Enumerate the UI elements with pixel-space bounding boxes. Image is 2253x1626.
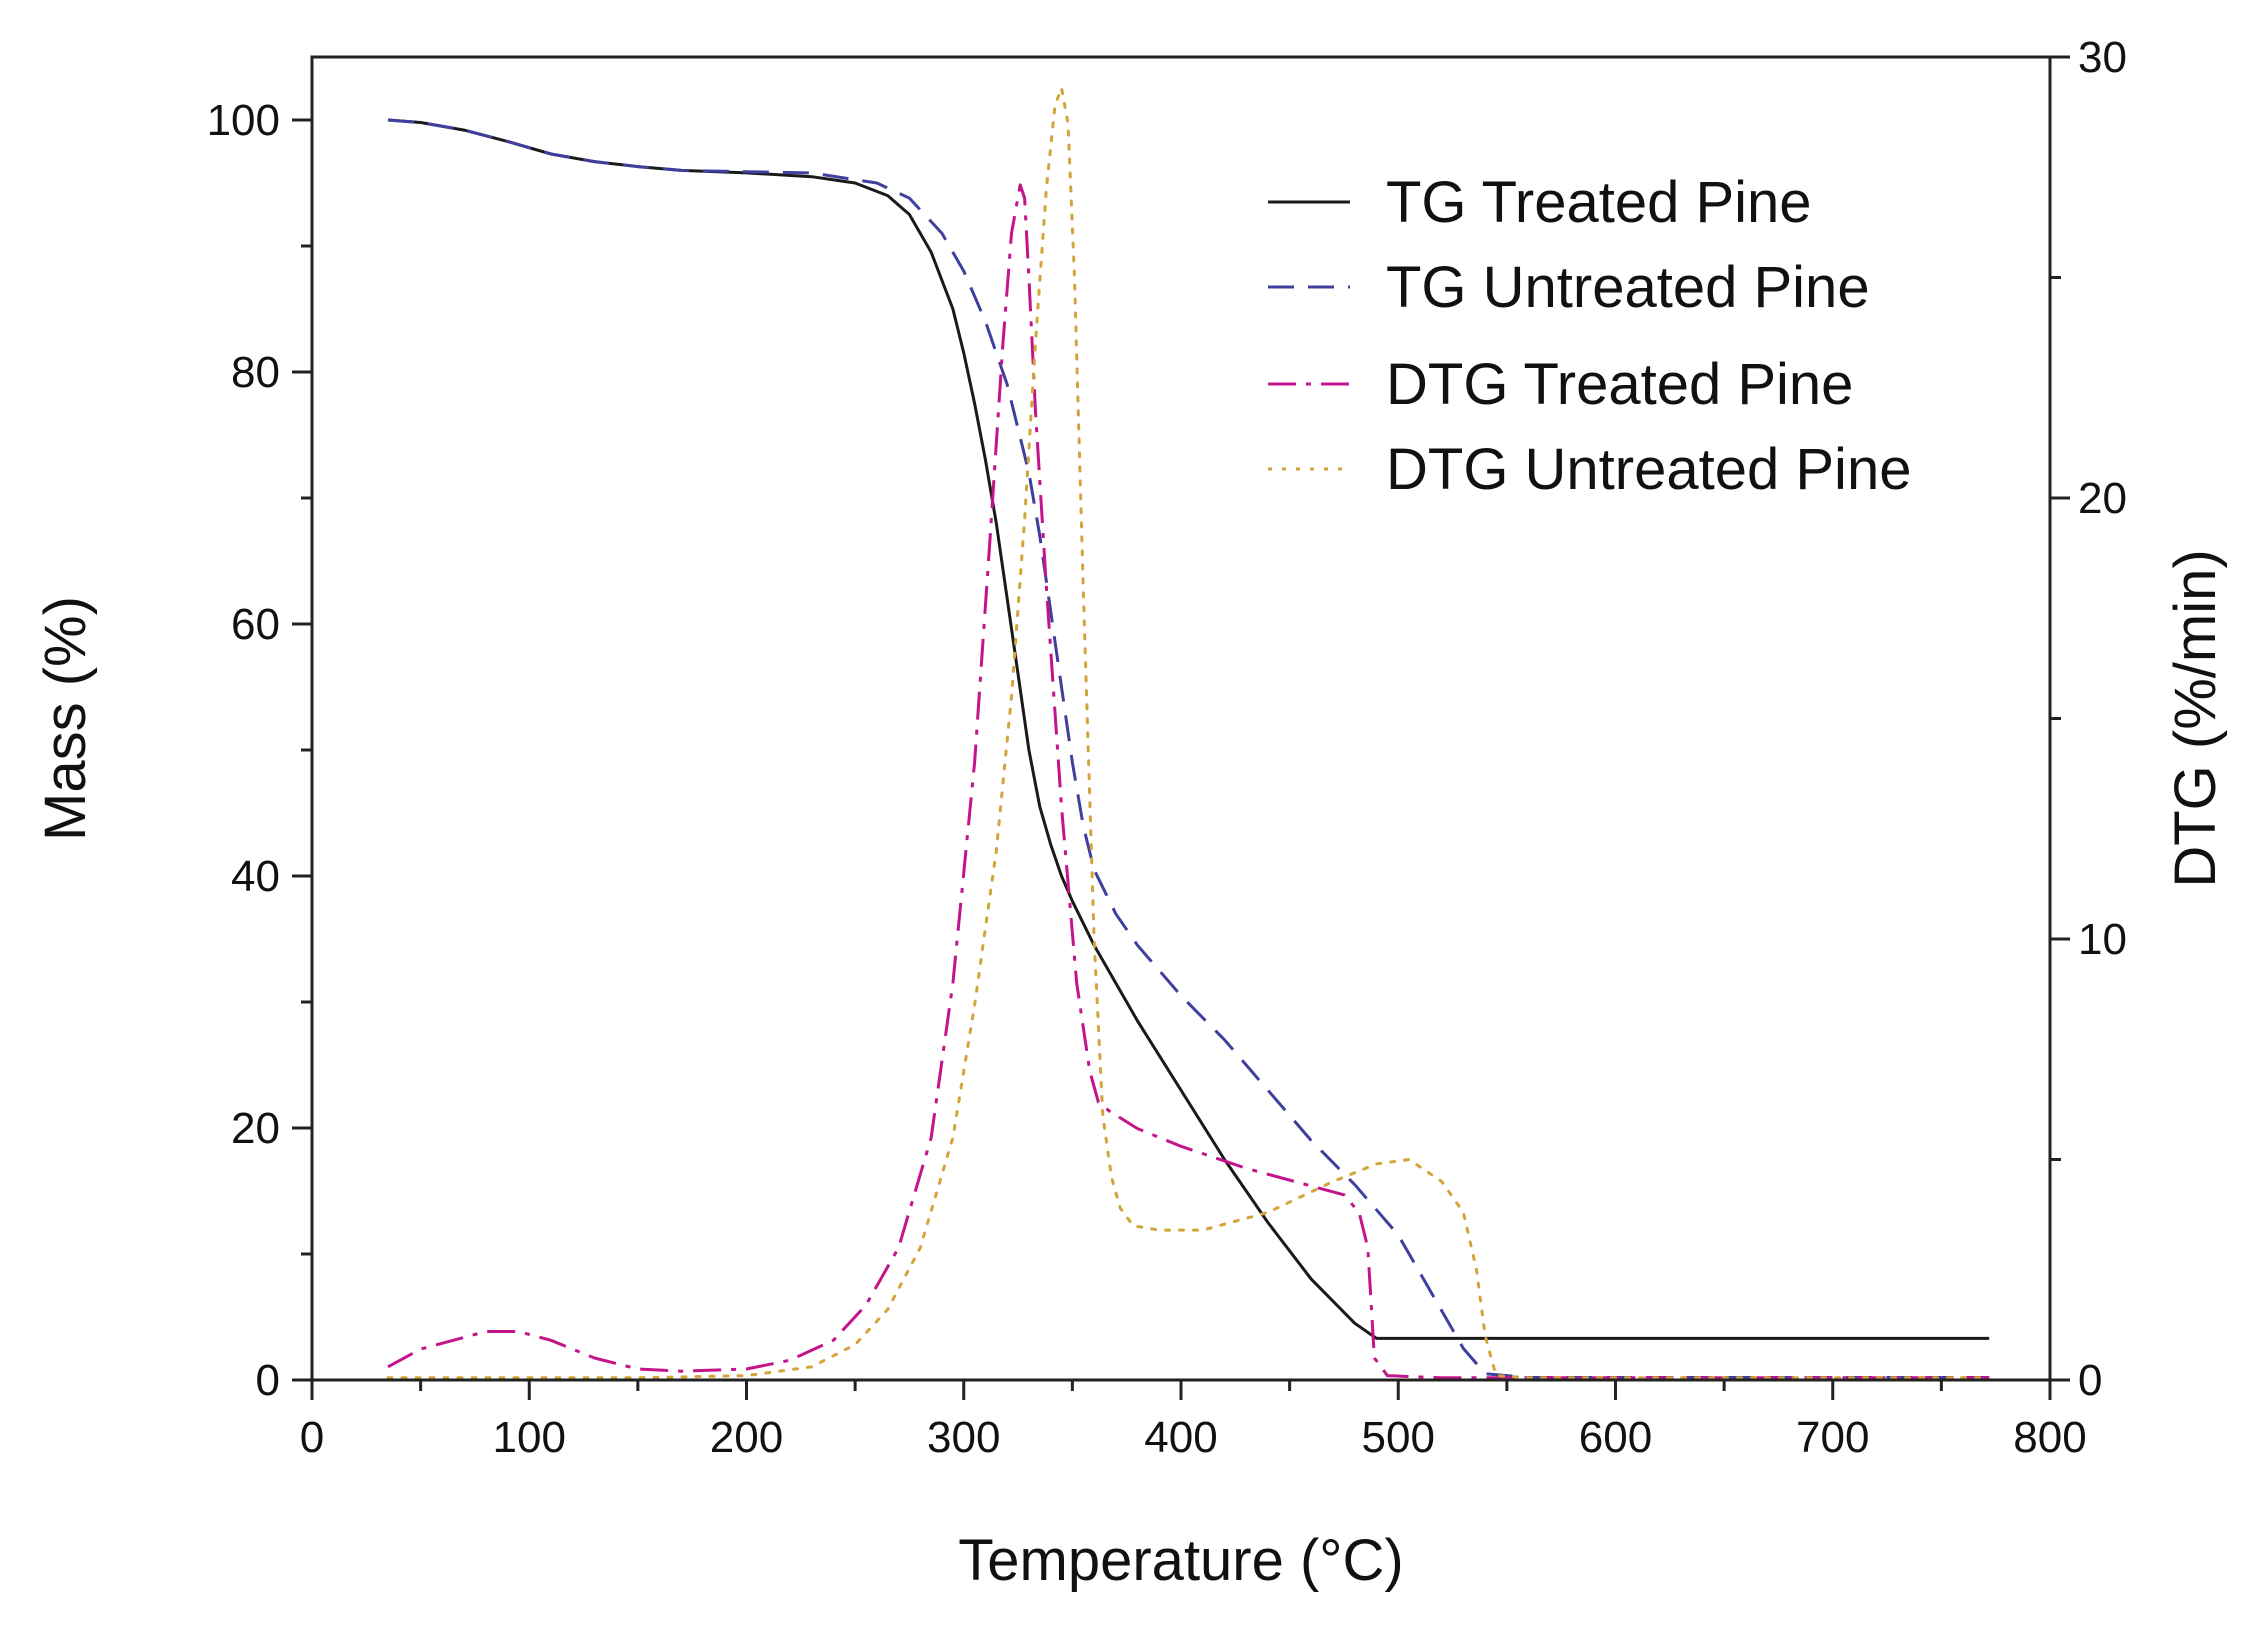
y2-tick-label: 10: [2078, 915, 2127, 964]
x-tick-label: 500: [1362, 1413, 1435, 1462]
y-tick-label: 100: [207, 96, 280, 145]
x-tick-label: 400: [1144, 1413, 1217, 1462]
x-tick-label: 100: [493, 1413, 566, 1462]
plot-frame: [310, 55, 2052, 1382]
legend-label-2: TG Untreated Pine: [1386, 255, 1870, 320]
y2-tick-label: 0: [2078, 1356, 2102, 1405]
y2-tick-label: 20: [2078, 474, 2127, 523]
ticks-layer: [292, 55, 2070, 1400]
x-tick-label: 700: [1796, 1413, 1869, 1462]
y2-tick-label: 30: [2078, 33, 2127, 82]
legend-label-3: DTG Treated Pine: [1386, 352, 1853, 417]
x-tick-label: 200: [710, 1413, 783, 1462]
y2-axis-title: DTG (%/min): [2163, 549, 2228, 887]
y-tick-label: 0: [256, 1356, 280, 1405]
y-tick-label: 40: [231, 852, 280, 901]
series-line-4: [386, 86, 1991, 1380]
legend-label-1: TG Treated Pine: [1386, 170, 1812, 235]
series-line-2: [387, 118, 1990, 1379]
x-tick-label: 800: [2013, 1413, 2086, 1462]
y-axis-title: Mass (%): [33, 596, 98, 841]
series-layer: [386, 86, 1991, 1380]
x-tick-label: 600: [1579, 1413, 1652, 1462]
series-line-1: [387, 118, 1990, 1340]
x-tick-label: 300: [927, 1413, 1000, 1462]
y-tick-label: 60: [231, 600, 280, 649]
legend: TG Treated Pine TG Untreated Pine DTG Trea…: [1268, 170, 1911, 502]
y-tick-label: 20: [231, 1104, 280, 1153]
series-line-3: [387, 183, 1990, 1380]
x-tick-label: 0: [300, 1413, 324, 1462]
y-tick-label: 80: [231, 348, 280, 397]
x-axis-title: Temperature (°C): [958, 1528, 1403, 1593]
tick-labels-layer: 0 100 200 300 400 500 600 700 800 0 20 40 60 80 100 0 10…: [207, 33, 2127, 1462]
legend-label-4: DTG Untreated Pine: [1386, 437, 1911, 502]
